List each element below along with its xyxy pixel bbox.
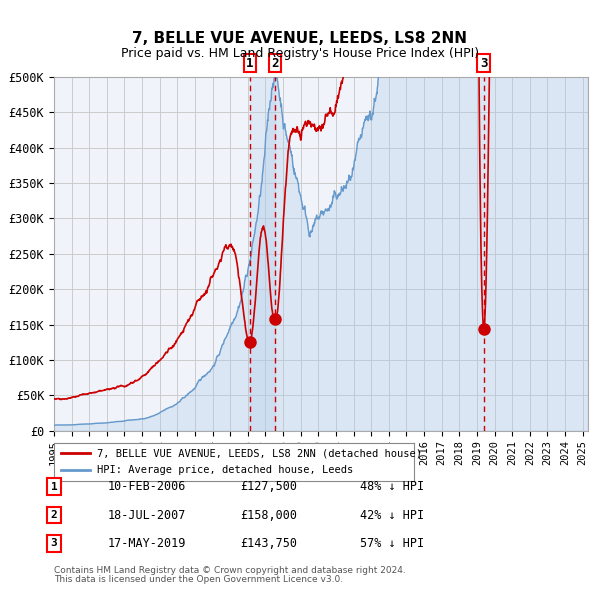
Text: 2: 2: [50, 510, 58, 520]
Text: 48% ↓ HPI: 48% ↓ HPI: [360, 480, 424, 493]
Text: £158,000: £158,000: [240, 509, 297, 522]
Text: Contains HM Land Registry data © Crown copyright and database right 2024.: Contains HM Land Registry data © Crown c…: [54, 566, 406, 575]
Text: 2: 2: [271, 57, 279, 70]
Text: 57% ↓ HPI: 57% ↓ HPI: [360, 537, 424, 550]
Text: 42% ↓ HPI: 42% ↓ HPI: [360, 509, 424, 522]
Text: HPI: Average price, detached house, Leeds: HPI: Average price, detached house, Leed…: [97, 465, 353, 475]
Text: 7, BELLE VUE AVENUE, LEEDS, LS8 2NN: 7, BELLE VUE AVENUE, LEEDS, LS8 2NN: [133, 31, 467, 46]
Text: Price paid vs. HM Land Registry's House Price Index (HPI): Price paid vs. HM Land Registry's House …: [121, 47, 479, 60]
Text: 10-FEB-2006: 10-FEB-2006: [108, 480, 187, 493]
Text: 1: 1: [246, 57, 254, 70]
Text: 7, BELLE VUE AVENUE, LEEDS, LS8 2NN (detached house): 7, BELLE VUE AVENUE, LEEDS, LS8 2NN (det…: [97, 448, 422, 458]
Bar: [250, 77, 275, 431]
Text: 3: 3: [50, 539, 58, 548]
Text: 18-JUL-2007: 18-JUL-2007: [108, 509, 187, 522]
Text: £143,750: £143,750: [240, 537, 297, 550]
Text: This data is licensed under the Open Government Licence v3.0.: This data is licensed under the Open Gov…: [54, 575, 343, 584]
Text: £127,500: £127,500: [240, 480, 297, 493]
Text: 17-MAY-2019: 17-MAY-2019: [108, 537, 187, 550]
Text: 1: 1: [50, 482, 58, 491]
Text: 3: 3: [480, 57, 487, 70]
